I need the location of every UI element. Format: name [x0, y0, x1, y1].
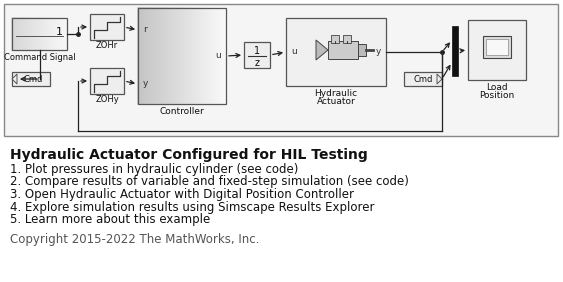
Text: z: z — [254, 58, 260, 68]
Bar — [90, 68, 124, 94]
Bar — [12, 72, 50, 86]
Text: Hydraulic Actuator Configured for HIL Testing: Hydraulic Actuator Configured for HIL Te… — [10, 148, 368, 162]
Text: 3. Open Hydraulic Actuator with Digital Position Controller: 3. Open Hydraulic Actuator with Digital … — [10, 188, 354, 201]
Text: 1. Plot pressures in hydraulic cylinder (see code): 1. Plot pressures in hydraulic cylinder … — [10, 163, 298, 176]
Bar — [4, 4, 558, 136]
Text: y: y — [376, 47, 381, 56]
Bar — [331, 35, 339, 43]
Text: Actuator: Actuator — [316, 98, 355, 107]
Text: 5. Learn more about this example: 5. Learn more about this example — [10, 213, 210, 226]
Text: u: u — [291, 47, 297, 56]
Text: Position: Position — [479, 91, 515, 100]
Text: Cmd: Cmd — [413, 74, 433, 83]
Bar — [244, 42, 270, 68]
Polygon shape — [316, 40, 328, 60]
Bar — [404, 72, 442, 86]
Text: y: y — [143, 80, 149, 89]
Bar — [12, 18, 67, 50]
Text: 1: 1 — [56, 27, 62, 37]
Polygon shape — [12, 74, 17, 84]
Text: Controller: Controller — [160, 107, 204, 116]
Bar — [468, 20, 526, 80]
Bar — [358, 44, 366, 56]
Text: Copyright 2015-2022 The MathWorks, Inc.: Copyright 2015-2022 The MathWorks, Inc. — [10, 233, 260, 246]
Text: r: r — [143, 25, 147, 34]
Text: Load: Load — [486, 83, 508, 91]
Polygon shape — [437, 74, 442, 84]
Text: Hydraulic: Hydraulic — [315, 89, 358, 98]
Bar — [343, 35, 351, 43]
Text: 1: 1 — [254, 46, 260, 56]
Text: u: u — [215, 52, 221, 61]
Bar — [486, 39, 508, 55]
Text: ZOHr: ZOHr — [96, 41, 118, 50]
Bar — [90, 14, 124, 40]
Bar — [286, 18, 386, 86]
Bar — [483, 36, 511, 58]
Bar — [452, 26, 458, 76]
Text: Command Signal: Command Signal — [4, 54, 75, 63]
Text: 2. Compare results of variable and fixed-step simulation (see code): 2. Compare results of variable and fixed… — [10, 175, 409, 188]
Text: Cmd: Cmd — [23, 74, 43, 83]
Bar — [328, 41, 358, 59]
Text: ZOHy: ZOHy — [95, 96, 119, 105]
Text: 4. Explore simulation results using Simscape Results Explorer: 4. Explore simulation results using Sims… — [10, 201, 374, 213]
Bar — [138, 8, 226, 104]
